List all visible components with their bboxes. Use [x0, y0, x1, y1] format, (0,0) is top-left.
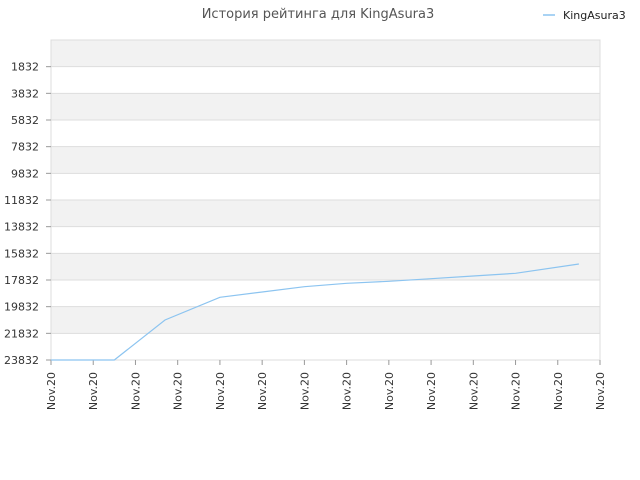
x-tick-label: Nov.20: [510, 372, 523, 410]
x-tick-label: Nov.20: [383, 372, 396, 410]
y-tick-label: 5832: [11, 114, 39, 127]
plot-band: [51, 173, 600, 200]
legend-label: KingAsura3: [563, 9, 626, 22]
y-tick-label: 13832: [4, 221, 39, 234]
plot-band: [51, 226, 600, 254]
x-tick-label: Nov.20: [467, 372, 480, 410]
plot-band: [51, 40, 600, 67]
x-tick-label: Nov.20: [172, 372, 185, 410]
y-tick-label: 11832: [4, 194, 39, 207]
chart-title: История рейтинга для KingAsura3: [202, 7, 435, 22]
y-tick-label: 23832: [4, 354, 39, 367]
x-axis: Nov.20 Nov.20 Nov.20 Nov.20 Nov.20 Nov.20 Nov.…: [45, 360, 607, 410]
plot-band: [51, 93, 600, 120]
plot-band: [51, 146, 600, 174]
plot-band: [51, 280, 600, 307]
y-tick-label: 19832: [4, 301, 39, 314]
x-tick-label: Nov.20: [341, 372, 354, 410]
plot-band: [51, 66, 600, 94]
x-tick-label: Nov.20: [594, 372, 607, 410]
y-tick-label: 17832: [4, 274, 39, 287]
plot-band: [51, 306, 600, 334]
plot-band: [51, 333, 600, 360]
plot-band: [51, 253, 600, 280]
y-tick-label: 1832: [11, 61, 39, 74]
x-tick-label: Nov.20: [87, 372, 100, 410]
plot-band: [51, 120, 600, 147]
x-tick-label: Nov.20: [552, 372, 565, 410]
x-tick-label: Nov.20: [298, 372, 311, 410]
x-tick-label: Nov.20: [256, 372, 269, 410]
series-layer: [51, 263, 579, 361]
x-tick-label: Nov.20: [425, 372, 438, 410]
series-line: [51, 263, 579, 361]
y-tick-label: 9832: [11, 167, 39, 180]
plot-band: [51, 200, 600, 227]
x-tick-label: Nov.20: [214, 372, 227, 410]
y-tick-label: 3832: [11, 87, 39, 100]
y-tick-label: 7832: [11, 141, 39, 154]
y-tick-label: 21832: [4, 327, 39, 340]
y-axis: 1832 3832 5832 7832 9832 11832 13832 15832 17832…: [4, 61, 600, 367]
plot-bands: [50, 39, 601, 361]
x-tick-label: Nov.20: [129, 372, 142, 410]
legend: KingAsura3: [543, 9, 626, 22]
x-tick-label: Nov.20: [45, 372, 58, 410]
y-tick-label: 15832: [4, 247, 39, 260]
